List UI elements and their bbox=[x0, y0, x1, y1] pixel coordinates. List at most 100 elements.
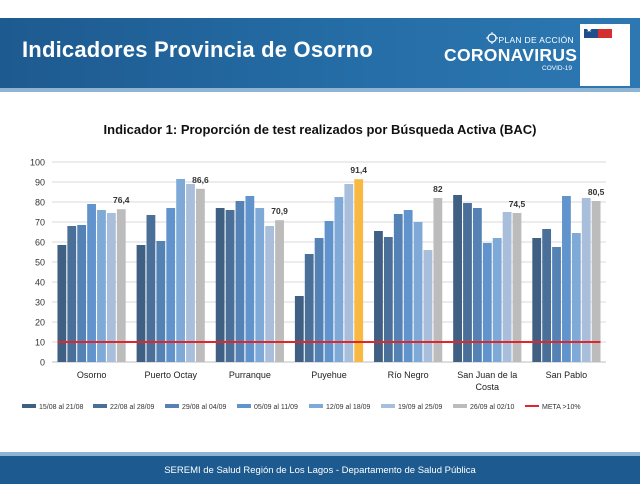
bar bbox=[275, 220, 284, 362]
virus-icon bbox=[486, 32, 498, 44]
bar bbox=[314, 238, 324, 362]
x-tick-label: Osorno bbox=[77, 370, 107, 380]
bar bbox=[215, 208, 225, 362]
bar bbox=[87, 204, 96, 362]
plan-label: PLAN DE ACCIÓN bbox=[498, 35, 574, 45]
bar bbox=[393, 214, 403, 362]
y-tick-label: 50 bbox=[35, 258, 45, 268]
bar-chart: Indicador 1: Proporción de test realizad… bbox=[22, 122, 606, 411]
flag-blue-block bbox=[584, 29, 598, 38]
x-tick-label: Río Negro bbox=[388, 370, 429, 380]
bar bbox=[492, 238, 502, 362]
legend-label: 19/09 al 25/09 bbox=[398, 404, 442, 411]
coronavirus-plan-logo: PLAN DE ACCIÓN CORONAVIRUS COVID-19 bbox=[440, 31, 578, 77]
data-label: 82 bbox=[433, 184, 443, 194]
bar bbox=[423, 250, 433, 362]
bar bbox=[403, 210, 413, 362]
bar bbox=[324, 221, 334, 362]
legend-swatch bbox=[453, 404, 467, 408]
bar bbox=[77, 225, 87, 362]
y-tick-label: 80 bbox=[35, 198, 45, 208]
bar bbox=[502, 212, 512, 362]
bar bbox=[97, 210, 106, 362]
bar bbox=[57, 245, 67, 362]
bar bbox=[571, 233, 581, 362]
bar bbox=[186, 184, 195, 362]
bar bbox=[413, 222, 423, 362]
legend-label: 29/08 al 04/09 bbox=[182, 404, 226, 411]
legend-swatch bbox=[165, 404, 179, 408]
bar bbox=[374, 231, 383, 362]
bar bbox=[304, 254, 314, 362]
bar bbox=[294, 296, 304, 362]
x-tick-label: Purranque bbox=[229, 370, 271, 380]
x-tick-label: Puerto Octay bbox=[144, 370, 197, 380]
bar bbox=[532, 238, 542, 362]
legend-label: 12/09 al 18/09 bbox=[326, 404, 370, 411]
x-tick-label: Costa bbox=[476, 382, 500, 392]
bar bbox=[136, 245, 146, 362]
bar bbox=[562, 196, 571, 362]
header-divider bbox=[0, 88, 640, 92]
legend-label: 22/08 al 28/09 bbox=[110, 404, 154, 411]
y-tick-label: 100 bbox=[30, 158, 45, 168]
bar bbox=[581, 198, 591, 362]
slide-header bbox=[0, 18, 640, 88]
bar bbox=[354, 179, 364, 362]
data-label: 86,6 bbox=[192, 175, 209, 185]
bar bbox=[344, 184, 354, 362]
slide-footer: SEREMI de Salud Región de Los Lagos - De… bbox=[0, 456, 640, 484]
bar bbox=[265, 226, 275, 362]
bar bbox=[472, 208, 482, 362]
bar bbox=[383, 237, 393, 362]
legend-label: 15/08 al 21/08 bbox=[39, 404, 83, 411]
legend-swatch bbox=[381, 404, 395, 408]
top-whitespace bbox=[0, 0, 640, 18]
legend-swatch bbox=[237, 404, 251, 408]
data-label: 80,5 bbox=[588, 187, 605, 197]
bar bbox=[166, 208, 176, 362]
bar bbox=[106, 213, 116, 362]
bar bbox=[512, 213, 522, 362]
data-label: 91,4 bbox=[350, 165, 367, 175]
bar bbox=[255, 208, 265, 362]
bar bbox=[245, 196, 255, 362]
x-tick-label: Puyehue bbox=[311, 370, 347, 380]
bar bbox=[146, 215, 156, 362]
covid-label: COVID-19 bbox=[542, 65, 572, 72]
footer-text: SEREMI de Salud Región de Los Lagos - De… bbox=[164, 464, 476, 476]
page-title: Indicadores Provincia de Osorno bbox=[22, 37, 373, 62]
y-tick-label: 60 bbox=[35, 238, 45, 248]
y-tick-label: 40 bbox=[35, 278, 45, 288]
legend-label: 26/09 al 02/10 bbox=[470, 404, 514, 411]
bar bbox=[67, 226, 77, 362]
y-tick-label: 30 bbox=[35, 298, 45, 308]
chart-area: Indicador 1: Proporción de test realizad… bbox=[0, 110, 640, 450]
bar bbox=[156, 241, 166, 362]
bar bbox=[196, 188, 205, 362]
y-tick-label: 20 bbox=[35, 318, 45, 328]
flag-red-block bbox=[598, 29, 612, 38]
bar bbox=[542, 229, 552, 362]
bar bbox=[225, 210, 235, 362]
y-tick-label: 0 bbox=[40, 358, 45, 368]
bar bbox=[433, 198, 443, 362]
x-tick-label: San Pablo bbox=[546, 370, 588, 380]
bar bbox=[591, 201, 601, 362]
footer-divider bbox=[0, 452, 640, 456]
bar bbox=[552, 247, 561, 362]
bar bbox=[116, 209, 126, 362]
data-label: 76,4 bbox=[113, 195, 130, 205]
star-icon: ★ bbox=[586, 27, 593, 34]
bar bbox=[482, 243, 492, 362]
legend-swatch bbox=[309, 404, 323, 408]
bar bbox=[463, 203, 472, 362]
y-tick-label: 90 bbox=[35, 178, 45, 188]
legend-label: 05/09 al 11/09 bbox=[254, 404, 298, 411]
y-tick-label: 70 bbox=[35, 218, 45, 228]
data-label: 70,9 bbox=[271, 206, 288, 216]
coronavirus-label: CORONAVIRUS bbox=[444, 45, 578, 65]
government-logo: ★ bbox=[580, 24, 630, 86]
bar bbox=[176, 179, 186, 362]
legend-swatch bbox=[93, 404, 107, 408]
